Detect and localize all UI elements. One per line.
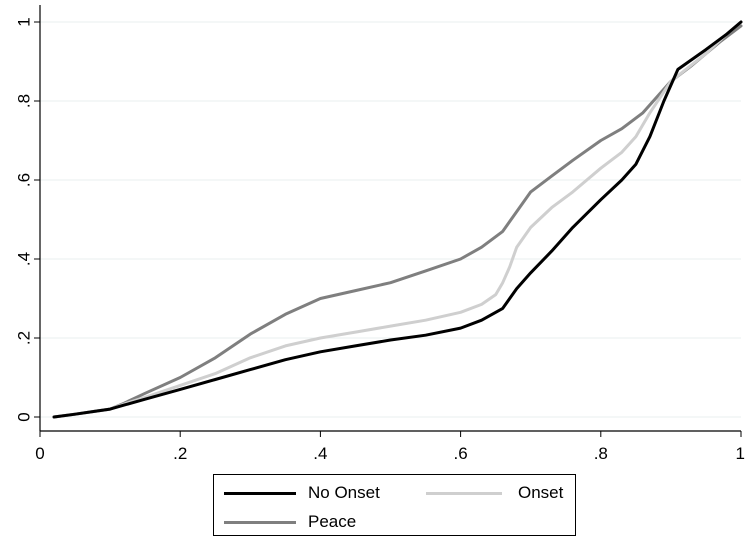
y-tick-label: 1 [15,17,34,26]
gridlines [40,21,741,418]
x-tick-label: 1 [736,444,745,463]
legend-swatch-no-onset [224,491,296,495]
y-tick-label: 0 [15,412,34,421]
legend: No Onset Onset Peace [213,474,576,536]
y-tick-label: .8 [15,94,34,108]
legend-swatch-onset [426,491,502,495]
x-tick-label: .6 [454,444,468,463]
y-tick-label: .2 [15,331,34,345]
series-line-peace [52,24,743,419]
legend-label-onset: Onset [518,483,564,502]
legend-item-peace: Peace [224,512,356,532]
legend-item-onset: Onset [426,483,563,503]
x-tick-label: 0 [35,444,44,463]
legend-label-peace: Peace [308,512,357,531]
series-line-onset [52,20,743,419]
legend-label-no-onset: No Onset [308,483,380,502]
x-axis-ticks: 0 .2 .4 .6 .8 1 [35,431,745,463]
x-tick-label: .8 [594,444,608,463]
x-tick-label: .4 [313,444,327,463]
y-tick-label: .4 [15,252,34,266]
x-tick-label: .2 [173,444,187,463]
y-tick-label: .6 [15,173,34,187]
legend-swatch-peace [224,520,296,524]
y-axis-ticks: 0 .2 .4 .6 .8 1 [15,17,40,422]
series-line-no-onset [52,20,743,419]
legend-item-no-onset: No Onset [224,483,380,503]
series-lines [52,20,743,419]
